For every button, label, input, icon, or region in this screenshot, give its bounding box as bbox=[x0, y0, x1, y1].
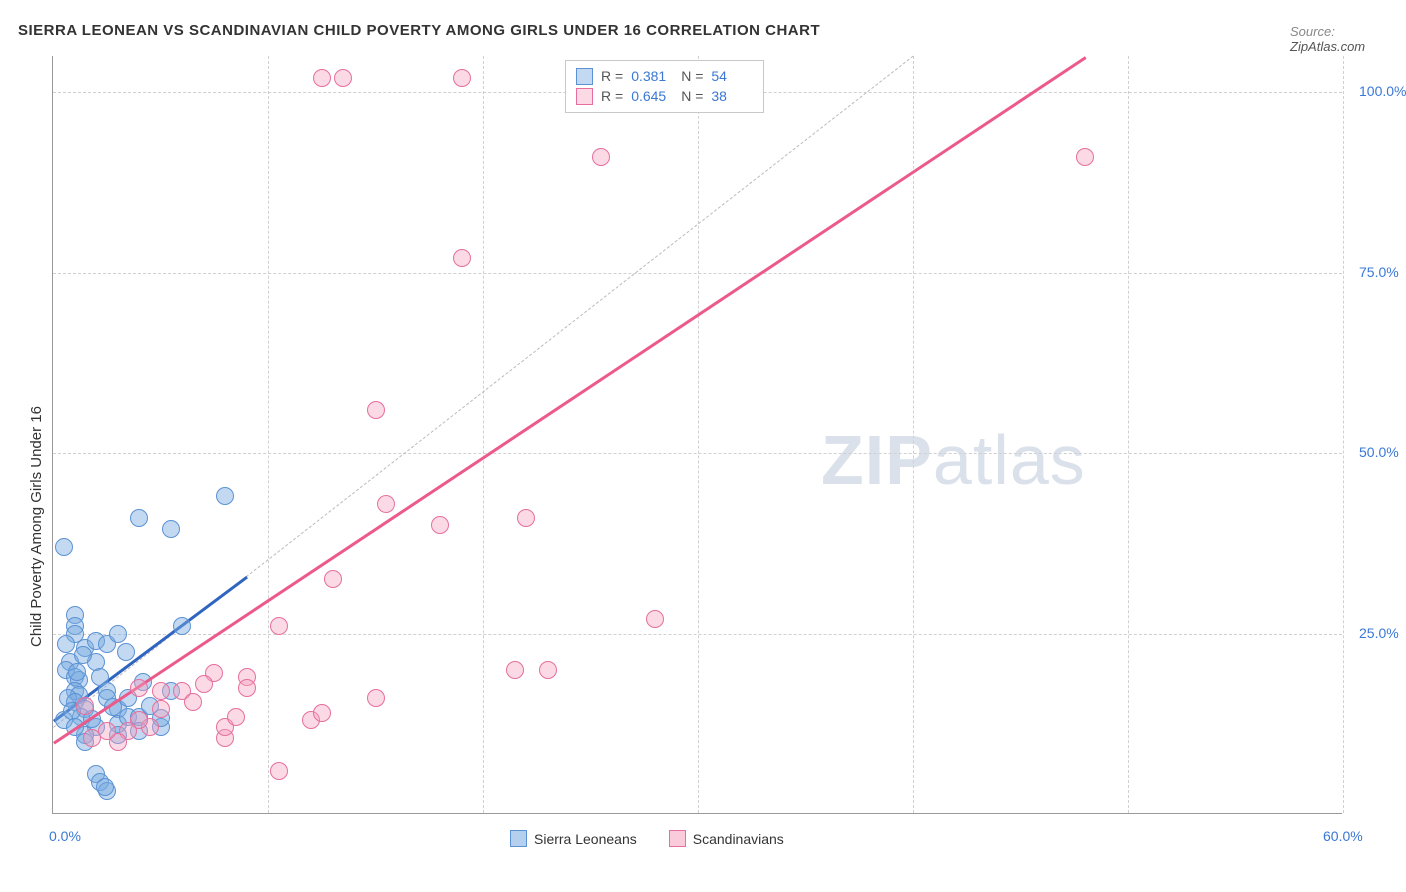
legend: Sierra Leoneans Scandinavians bbox=[510, 830, 784, 847]
data-point bbox=[173, 617, 191, 635]
watermark-atlas: atlas bbox=[933, 421, 1086, 499]
stats-n-label: N = bbox=[681, 86, 703, 106]
data-point bbox=[270, 762, 288, 780]
data-point bbox=[74, 646, 92, 664]
data-point bbox=[592, 148, 610, 166]
trend-line bbox=[53, 56, 1087, 744]
stats-r-label: R = bbox=[601, 66, 623, 86]
data-point bbox=[130, 509, 148, 527]
source-site: ZipAtlas.com bbox=[1290, 39, 1365, 54]
correlation-stats-box: R = 0.381 N = 54 R = 0.645 N = 38 bbox=[565, 60, 764, 113]
data-point bbox=[324, 570, 342, 588]
data-point bbox=[96, 778, 114, 796]
data-point bbox=[334, 69, 352, 87]
data-point bbox=[152, 700, 170, 718]
gridline-x bbox=[698, 56, 699, 813]
data-point bbox=[313, 704, 331, 722]
stats-row: R = 0.645 N = 38 bbox=[576, 86, 753, 106]
stats-row: R = 0.381 N = 54 bbox=[576, 66, 753, 86]
data-point bbox=[270, 617, 288, 635]
data-point bbox=[83, 729, 101, 747]
data-point bbox=[377, 495, 395, 513]
data-point bbox=[68, 663, 86, 681]
data-point bbox=[539, 661, 557, 679]
data-point bbox=[453, 69, 471, 87]
data-point bbox=[57, 635, 75, 653]
y-axis-title: Child Poverty Among Girls Under 16 bbox=[28, 406, 45, 647]
gridline-x bbox=[268, 56, 269, 813]
data-point bbox=[238, 679, 256, 697]
gridline-x bbox=[1128, 56, 1129, 813]
data-point bbox=[195, 675, 213, 693]
data-point bbox=[506, 661, 524, 679]
y-tick-label: 75.0% bbox=[1359, 264, 1399, 280]
gridline-x bbox=[1343, 56, 1344, 813]
data-point bbox=[646, 610, 664, 628]
data-point bbox=[313, 69, 331, 87]
stats-n-value: 54 bbox=[711, 66, 753, 86]
series-swatch bbox=[576, 88, 593, 105]
stats-n-value: 38 bbox=[711, 86, 753, 106]
chart-title: SIERRA LEONEAN VS SCANDINAVIAN CHILD POV… bbox=[18, 22, 820, 39]
y-tick-label: 50.0% bbox=[1359, 444, 1399, 460]
stats-r-value: 0.645 bbox=[631, 86, 673, 106]
legend-label: Sierra Leoneans bbox=[534, 831, 637, 847]
source-attribution: Source: ZipAtlas.com bbox=[1290, 24, 1406, 54]
stats-n-label: N = bbox=[681, 66, 703, 86]
series-swatch bbox=[576, 68, 593, 85]
gridline-x bbox=[483, 56, 484, 813]
legend-item: Scandinavians bbox=[669, 830, 784, 847]
legend-label: Scandinavians bbox=[693, 831, 784, 847]
data-point bbox=[227, 708, 245, 726]
data-point bbox=[367, 401, 385, 419]
y-tick-label: 25.0% bbox=[1359, 625, 1399, 641]
y-tick-label: 100.0% bbox=[1359, 83, 1406, 99]
data-point bbox=[55, 538, 73, 556]
watermark-zip: ZIP bbox=[821, 421, 933, 499]
data-point bbox=[216, 487, 234, 505]
stats-r-label: R = bbox=[601, 86, 623, 106]
x-tick-label: 60.0% bbox=[1323, 828, 1363, 844]
legend-swatch bbox=[510, 830, 527, 847]
data-point bbox=[1076, 148, 1094, 166]
stats-r-value: 0.381 bbox=[631, 66, 673, 86]
data-point bbox=[76, 697, 94, 715]
data-point bbox=[162, 520, 180, 538]
x-tick-label: 0.0% bbox=[49, 828, 81, 844]
plot-area: ZIPatlas 25.0%50.0%75.0%100.0%0.0%60.0% bbox=[52, 56, 1342, 814]
data-point bbox=[117, 643, 135, 661]
data-point bbox=[517, 509, 535, 527]
data-point bbox=[431, 516, 449, 534]
source-prefix: Source: bbox=[1290, 24, 1335, 39]
data-point bbox=[130, 679, 148, 697]
data-point bbox=[184, 693, 202, 711]
data-point bbox=[109, 625, 127, 643]
data-point bbox=[152, 682, 170, 700]
legend-swatch bbox=[669, 830, 686, 847]
data-point bbox=[453, 249, 471, 267]
watermark: ZIPatlas bbox=[821, 420, 1086, 500]
legend-item: Sierra Leoneans bbox=[510, 830, 637, 847]
data-point bbox=[367, 689, 385, 707]
